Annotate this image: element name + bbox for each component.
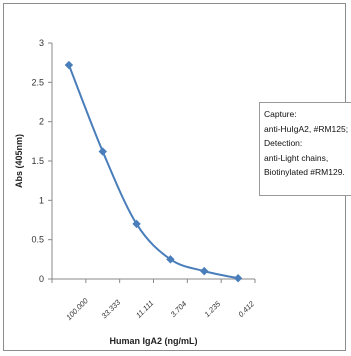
x-tick-label: 1.235 (203, 299, 223, 319)
axes (51, 43, 255, 280)
annotation-line: Capture: (264, 109, 297, 119)
x-tick-label: 3.704 (169, 299, 189, 319)
y-tick-label: 1 (39, 195, 44, 205)
data-point-marker (64, 60, 74, 70)
x-tick-label: 100.000 (64, 296, 90, 322)
annotation-box: Capture: anti-HuIgA2, #RM125; Detection:… (259, 102, 351, 196)
y-tick-label: 2 (39, 117, 44, 127)
annotation-line: anti-HuIgA2, #RM125; (264, 123, 349, 134)
data-point-marker (200, 266, 209, 276)
y-tick-label: 2.5 (31, 77, 44, 87)
y-tick-label: 3 (39, 38, 44, 48)
annotation-line: Detection: (264, 138, 303, 148)
x-tick-label: 11.111 (134, 298, 155, 319)
x-axis-title: Human IgA2 (ng/mL) (110, 336, 198, 346)
x-tick-label: 0.412 (236, 299, 256, 319)
annotation-line: anti-Light chains, (264, 152, 329, 163)
y-tick-label: 0 (39, 274, 44, 284)
annotation-line: Biotinylated #RM129. (264, 167, 345, 177)
data-point-marker (233, 274, 243, 283)
y-tick-label: 0.5 (31, 235, 44, 245)
data-point-marker (166, 255, 175, 264)
data-point-marker (132, 219, 141, 229)
series-line (67, 64, 239, 280)
data-point-marker (98, 147, 107, 156)
y-tick-label: 1.5 (31, 156, 44, 166)
x-tick-label: 33.333 (100, 297, 123, 320)
y-axis-title: Abs (405nm) (14, 134, 24, 188)
